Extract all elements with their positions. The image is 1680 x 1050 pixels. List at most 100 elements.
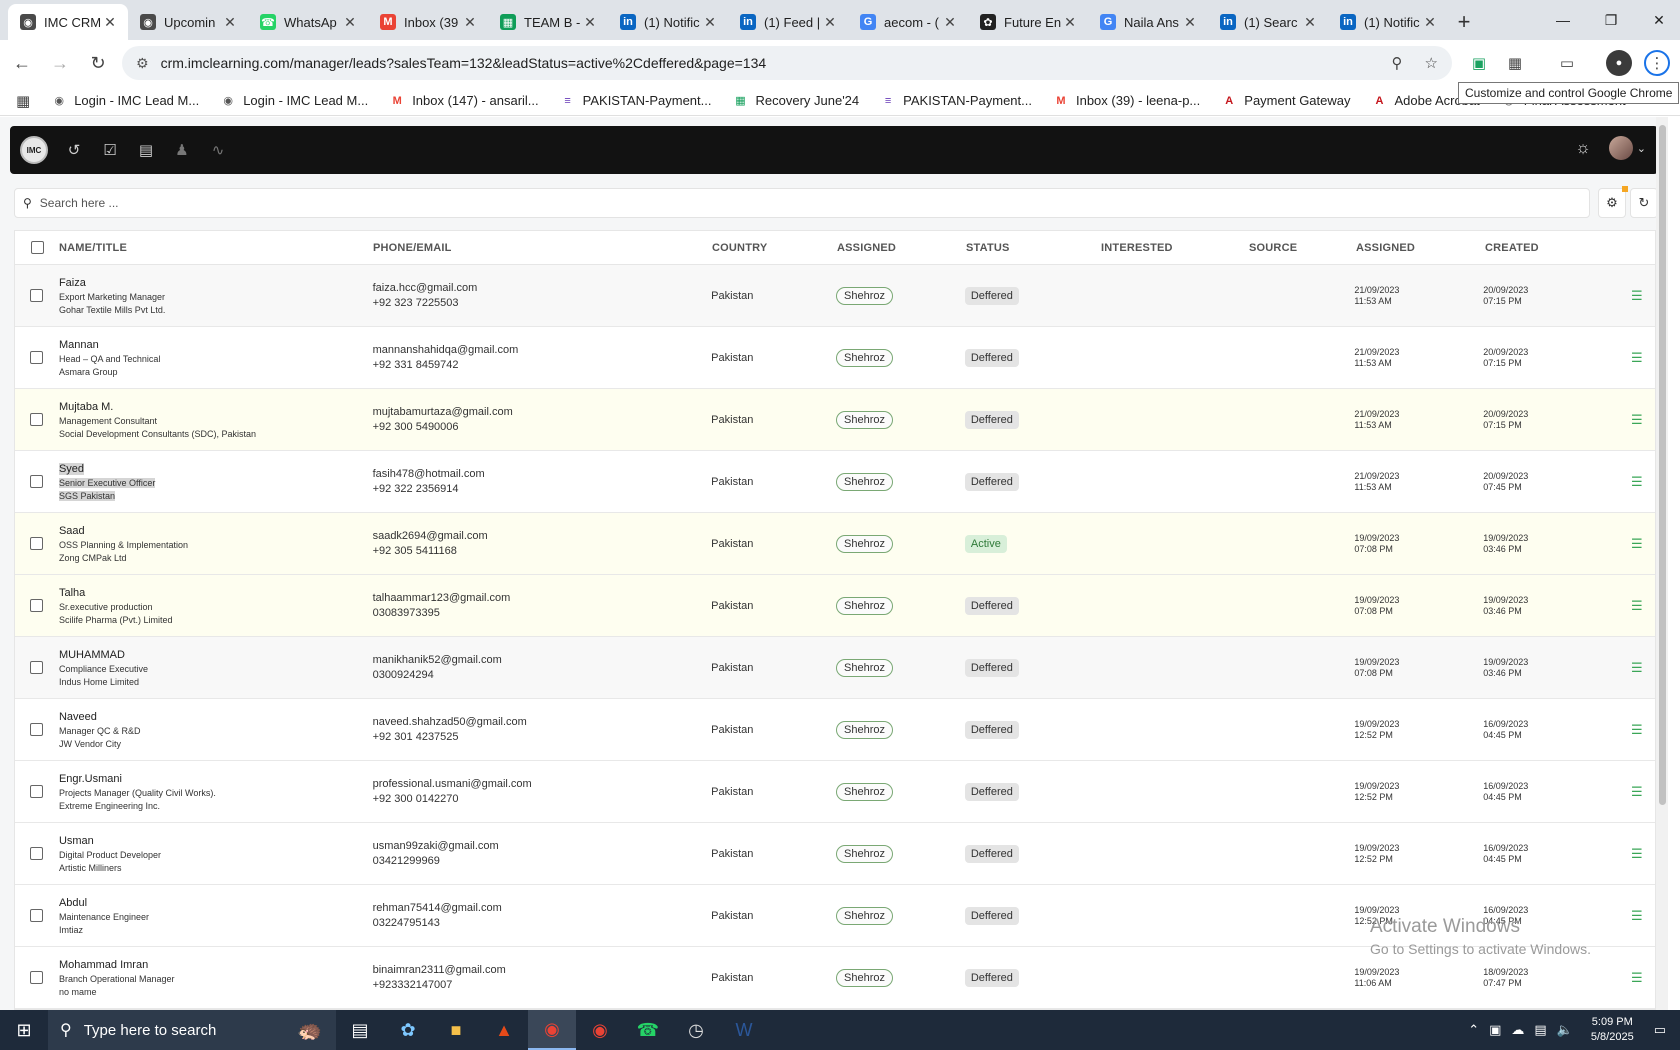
col-assigned-date[interactable]: ASSIGNED	[1356, 241, 1416, 254]
profile-avatar[interactable]: ●	[1606, 50, 1632, 76]
browser-tab[interactable]: M Inbox (39 ✕	[368, 4, 488, 40]
row-checkbox[interactable]	[30, 909, 44, 922]
row-checkbox[interactable]	[30, 351, 44, 364]
refresh-cycle-icon[interactable]: ↺	[67, 142, 81, 159]
windows-start-icon[interactable]: ⊞	[16, 1019, 32, 1040]
close-tab-icon[interactable]: ✕	[1304, 13, 1316, 30]
bookmark-item[interactable]: ≡ PAKISTAN-Payment...	[561, 93, 711, 108]
imc-logo[interactable]: IMC	[20, 136, 48, 164]
status-badge[interactable]: Deffered	[964, 410, 1019, 429]
details-doc-icon[interactable]: ☰	[1631, 659, 1643, 675]
bookmark-star-icon[interactable]: ☆	[1424, 55, 1438, 72]
onedrive-icon[interactable]: ☁	[1511, 1022, 1525, 1037]
task-view-icon[interactable]: ▤	[351, 1019, 369, 1040]
assigned-badge[interactable]: Shehroz	[836, 410, 893, 429]
whatsapp-icon[interactable]: ☎	[636, 1019, 660, 1040]
clock[interactable]: 5:09 PM 5/8/2025	[1591, 1015, 1634, 1045]
cast-icon[interactable]: ▭	[1559, 55, 1575, 72]
assigned-badge[interactable]: Shehroz	[836, 472, 893, 491]
status-badge[interactable]: Active	[964, 534, 1007, 553]
assigned-badge[interactable]: Shehroz	[836, 906, 893, 925]
lead-name[interactable]: Mohammad Imran	[58, 958, 149, 971]
lead-name[interactable]: Mujtaba M.	[58, 400, 114, 413]
lead-name[interactable]: Usman	[58, 834, 94, 847]
col-status[interactable]: STATUS	[966, 241, 1010, 254]
close-tab-icon[interactable]: ✕	[704, 13, 716, 30]
calendar-check-icon[interactable]: ☑	[103, 142, 117, 159]
details-doc-icon[interactable]: ☰	[1631, 907, 1643, 923]
zoom-icon[interactable]: ⚲	[1391, 55, 1403, 72]
browser-tab[interactable]: in (1) Feed | ✕	[728, 4, 848, 40]
assigned-badge[interactable]: Shehroz	[836, 844, 893, 863]
bookmark-item[interactable]: ▦ Recovery June'24	[733, 93, 859, 108]
assigned-badge[interactable]: Shehroz	[836, 720, 893, 739]
row-checkbox[interactable]	[30, 413, 44, 426]
table-row[interactable]: Naveed Manager QC & R&D JW Vendor City nave…	[15, 699, 1655, 761]
bookmark-item[interactable]: ◉ Login - IMC Lead M...	[221, 93, 368, 108]
bookmark-item[interactable]: A Payment Gateway	[1222, 93, 1350, 108]
status-badge[interactable]: Deffered	[964, 286, 1019, 305]
table-row[interactable]: Mujtaba M. Management Consultant Social De…	[15, 389, 1655, 451]
lead-name[interactable]: Mannan	[58, 338, 99, 351]
table-row[interactable]: Talha Sr.executive production Scilife Phar…	[15, 575, 1655, 637]
details-doc-icon[interactable]: ☰	[1631, 597, 1643, 613]
browser-tab[interactable]: in (1) Notific ✕	[1328, 4, 1448, 40]
browser-tab[interactable]: ◉ Upcomin ✕	[128, 4, 248, 40]
details-doc-icon[interactable]: ☰	[1631, 783, 1643, 799]
row-checkbox[interactable]	[30, 537, 44, 550]
table-row[interactable]: Mannan Head – QA and Technical Asmara Grou…	[15, 327, 1655, 389]
close-tab-icon[interactable]: ✕	[584, 13, 596, 30]
puzzle-icon[interactable]: ▦	[1507, 55, 1523, 72]
chevron-up-icon[interactable]: ⌃	[1468, 1022, 1480, 1037]
table-row[interactable]: Usman Digital Product Developer Artistic M…	[15, 823, 1655, 885]
assigned-badge[interactable]: Shehroz	[836, 286, 893, 305]
assigned-badge[interactable]: Shehroz	[836, 782, 893, 801]
status-badge[interactable]: Deffered	[964, 844, 1019, 863]
browser-tab[interactable]: ▦ TEAM B - ✕	[488, 4, 608, 40]
details-doc-icon[interactable]: ☰	[1631, 473, 1643, 489]
browser-tab[interactable]: G Naila Ans ✕	[1088, 4, 1208, 40]
row-checkbox[interactable]	[30, 599, 44, 612]
chrome-icon[interactable]: ◉	[528, 1010, 576, 1050]
close-tab-icon[interactable]: ✕	[344, 13, 356, 30]
close-tab-icon[interactable]: ✕	[1184, 13, 1196, 30]
table-row[interactable]: Engr.Usmani Projects Manager (Quality Civ…	[15, 761, 1655, 823]
theme-toggle-icon[interactable]: ☼	[1575, 138, 1591, 157]
assigned-badge[interactable]: Shehroz	[836, 534, 893, 553]
close-tab-icon[interactable]: ✕	[1064, 13, 1076, 30]
bookmark-item[interactable]: ≡ PAKISTAN-Payment...	[881, 93, 1032, 108]
col-created[interactable]: CREATED	[1485, 241, 1539, 254]
clock-app-icon[interactable]: ◷	[688, 1019, 704, 1040]
browser-tab[interactable]: in (1) Notific ✕	[608, 4, 728, 40]
site-info-icon[interactable]: ⚙	[136, 54, 149, 71]
word-icon[interactable]: W	[735, 1019, 753, 1040]
col-assigned[interactable]: ASSIGNED	[837, 241, 897, 254]
close-tab-icon[interactable]: ✕	[944, 13, 956, 30]
close-tab-icon[interactable]: ✕	[464, 13, 476, 30]
details-doc-icon[interactable]: ☰	[1631, 535, 1643, 551]
scrollbar[interactable]	[1656, 117, 1668, 1010]
activity-icon[interactable]: ∿	[211, 142, 225, 159]
row-checkbox[interactable]	[30, 289, 44, 302]
lead-name[interactable]: Saad	[58, 524, 85, 537]
address-bar[interactable]: ⚙ crm.imclearning.com/manager/leads?sale…	[122, 46, 1452, 80]
table-row[interactable]: Syed Senior Executive Officer SGS Pakistan…	[15, 451, 1655, 513]
new-tab-button[interactable]: +	[1457, 9, 1471, 34]
status-badge[interactable]: Deffered	[964, 658, 1019, 677]
status-badge[interactable]: Deffered	[964, 720, 1019, 739]
browser-tab[interactable]: in (1) Searc ✕	[1208, 4, 1328, 40]
close-tab-icon[interactable]: ✕	[1424, 13, 1436, 30]
row-checkbox[interactable]	[30, 475, 44, 488]
document-icon[interactable]: ▤	[138, 142, 154, 159]
user-icon[interactable]: ♟	[175, 142, 189, 159]
browser-tab[interactable]: ☎ WhatsAp ✕	[248, 4, 368, 40]
status-badge[interactable]: Deffered	[964, 348, 1019, 367]
forward-icon[interactable]: →	[51, 52, 69, 73]
apps-grid-icon[interactable]: ▦	[16, 92, 31, 110]
close-window-icon[interactable]: ✕	[1653, 11, 1665, 28]
taskbar-search[interactable]: ⚲ Type here to search 🦔	[48, 1010, 336, 1050]
network-icon[interactable]: ▤	[1534, 1022, 1547, 1037]
copilot-icon[interactable]: ✿	[400, 1019, 416, 1040]
row-checkbox[interactable]	[30, 847, 44, 860]
